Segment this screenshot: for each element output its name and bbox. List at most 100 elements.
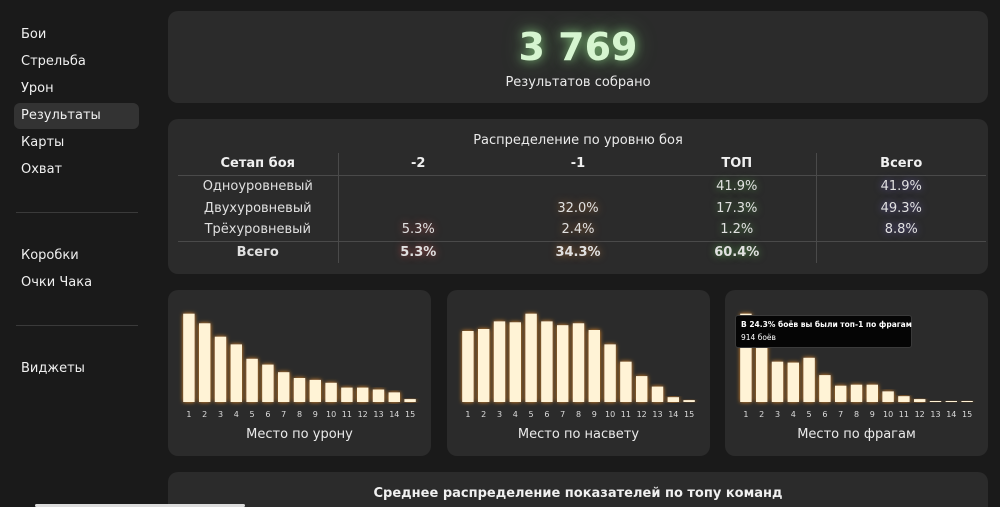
chart-bar[interactable] [262, 364, 274, 402]
chart-bar[interactable] [462, 331, 474, 402]
sidebar-item-results[interactable]: Результаты [14, 103, 139, 129]
chart-bar[interactable] [771, 361, 784, 402]
tick-label: 10 [883, 410, 893, 419]
tick-label: 3 [218, 410, 223, 419]
chart-bar[interactable] [819, 375, 831, 402]
tick-label: 14 [668, 410, 678, 419]
chart-bar[interactable] [372, 389, 385, 403]
chart-bar[interactable] [914, 399, 926, 402]
chart-bar[interactable] [740, 313, 752, 402]
tick-label: 11 [621, 410, 631, 419]
tooltip-text: В 24.3% боёв вы были топ-1 по фрагам [741, 320, 912, 329]
chart-bar[interactable] [756, 344, 768, 402]
chart-bar[interactable] [882, 391, 894, 402]
chart-bar[interactable] [898, 396, 910, 402]
header-minus2: -2 [337, 153, 498, 176]
chart-bar[interactable] [278, 372, 290, 402]
damage-place-chart: 1 2 3 4 5 6 7 8 9 10 11 12 13 14 15 [183, 313, 416, 419]
tick-label: 6 [544, 410, 549, 419]
header-top: ТОП [658, 153, 816, 176]
chart-bar[interactable] [961, 401, 973, 402]
chart-bar[interactable] [866, 384, 878, 402]
chart-bar[interactable] [293, 378, 306, 402]
chart-bar[interactable] [604, 344, 616, 402]
table-header-row: Сетап боя -2 -1 ТОП Всего [178, 153, 986, 176]
tick-label: 6 [822, 410, 827, 419]
chart-bar[interactable] [246, 358, 258, 402]
chart-bar[interactable] [588, 330, 600, 402]
tick-label: 1 [743, 410, 748, 419]
table-row: Одноуровневый 41.9% 41.9% [178, 175, 986, 197]
tick-label: 15 [405, 410, 415, 419]
tick-label: 12 [637, 410, 647, 419]
sidebar-item-battles[interactable]: Бои [21, 27, 47, 42]
tick-label: 4 [513, 410, 518, 419]
chart-bar[interactable] [357, 387, 369, 402]
chart-bar[interactable] [525, 313, 537, 402]
distribution-card: Распределение по уровню боя Сетап боя -2… [168, 119, 988, 274]
chart-bar[interactable] [557, 325, 569, 402]
table-row: Трёхуровневый 5.3% 2.4% 1.2% 8.8% [178, 219, 986, 241]
total-top: 60.4% [658, 240, 816, 263]
row-label: Двухуровневый [203, 200, 312, 216]
summary-card: 3 769 Результатов собрано [168, 11, 988, 103]
chart-bar[interactable] [478, 329, 490, 402]
spotting-place-chart: 1 2 3 4 5 6 7 8 9 10 11 12 13 14 15 [462, 313, 695, 419]
tick-label: 10 [326, 410, 336, 419]
tick-label: 8 [297, 410, 302, 419]
chart-bar[interactable] [341, 387, 353, 402]
chart-bar[interactable] [325, 382, 337, 402]
chart-bar[interactable] [667, 397, 679, 402]
tick-label: 4 [234, 410, 239, 419]
horizontal-scrollbar[interactable] [35, 504, 245, 507]
chart-bar[interactable] [683, 400, 695, 402]
chart-bar[interactable] [572, 323, 585, 402]
chart-bar[interactable] [850, 384, 863, 402]
total-label: Всего [178, 240, 338, 263]
sidebar-item-coverage[interactable]: Охват [21, 162, 63, 177]
tick-label: 9 [870, 410, 875, 419]
chart-bar[interactable] [404, 399, 416, 402]
tick-label: 14 [389, 410, 399, 419]
tick-label: 9 [592, 410, 597, 419]
chart-card-damage: 1 2 3 4 5 6 7 8 9 10 11 12 13 14 15 Место по урону [168, 290, 431, 456]
header-setup: Сетап боя [178, 153, 338, 176]
tooltip-count: 914 боёв [741, 333, 776, 342]
chart-bar[interactable] [214, 336, 227, 402]
tick-label: 5 [529, 410, 534, 419]
header-minus1: -1 [498, 153, 658, 176]
chart-bar[interactable] [651, 386, 664, 402]
chart-bar[interactable] [230, 344, 242, 402]
chart-bar[interactable] [199, 323, 211, 402]
chart-bar[interactable] [929, 401, 942, 402]
sidebar-item-widgets[interactable]: Виджеты [21, 361, 85, 376]
tick-label: 2 [202, 410, 207, 419]
tick-label: 8 [576, 410, 581, 419]
distribution-table: Сетап боя -2 -1 ТОП Всего Одноуровневый … [178, 153, 986, 263]
chart-bar[interactable] [945, 401, 957, 402]
sidebar-item-damage[interactable]: Урон [21, 81, 54, 96]
chart-bar[interactable] [493, 321, 506, 402]
tick-label: 1 [465, 410, 470, 419]
sidebar-item-maps[interactable]: Карты [21, 135, 65, 150]
chart-bar[interactable] [183, 313, 195, 402]
chart-bar[interactable] [620, 361, 632, 402]
sidebar-item-chuck-points[interactable]: Очки Чака [21, 275, 93, 290]
chart-bar[interactable] [388, 392, 400, 402]
chart-bar[interactable] [309, 379, 321, 402]
tick-label: 8 [854, 410, 859, 419]
chart-bar[interactable] [835, 385, 847, 402]
sidebar-item-boxes[interactable]: Коробки [21, 248, 79, 263]
sidebar-item-shooting[interactable]: Стрельба [21, 54, 86, 69]
chart-bar[interactable] [541, 321, 553, 402]
chart-bar[interactable] [803, 357, 815, 402]
tick-label: 13 [373, 410, 383, 419]
distribution-title: Распределение по уровню боя [473, 133, 683, 148]
chart-bar[interactable] [509, 322, 521, 402]
tick-label: 13 [652, 410, 662, 419]
chart-bar[interactable] [787, 362, 799, 402]
cell-minus2: 5.3% [337, 219, 498, 241]
tick-label: 13 [930, 410, 940, 419]
tick-label: 12 [358, 410, 368, 419]
chart-bar[interactable] [636, 376, 648, 402]
